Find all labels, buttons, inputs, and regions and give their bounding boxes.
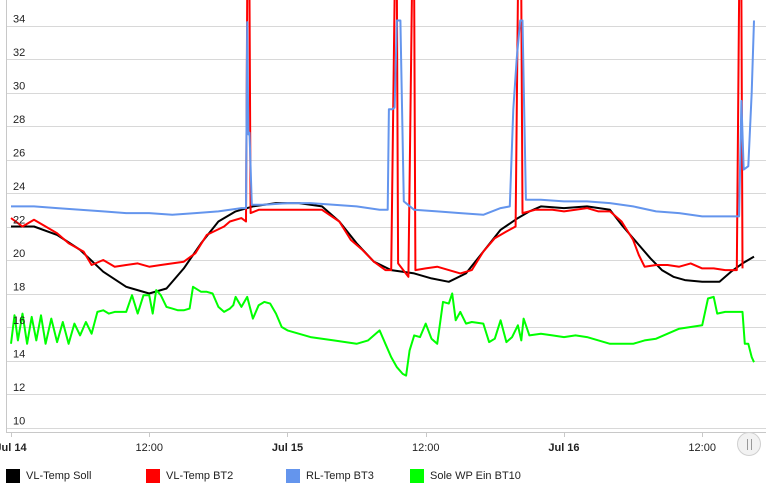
y-tick-label: 12 [13, 382, 25, 394]
series-lines [10, 0, 755, 377]
legend-swatch [286, 469, 300, 483]
legend-item-sole-wp-ein-bt10[interactable]: Sole WP Ein BT10 [410, 468, 521, 484]
x-tick-label: Jul 15 [272, 442, 303, 454]
y-tick-label: 10 [13, 416, 25, 428]
legend-label: Sole WP Ein BT10 [430, 470, 521, 482]
y-tick-labels: 1012141618202224262830323436 [13, 14, 25, 428]
series-line-vl-temp-bt2 [10, 0, 744, 278]
y-tick-label: 20 [13, 248, 25, 260]
y-tick-label: 28 [13, 114, 25, 126]
series-line-sole-wp-ein-bt10 [10, 285, 755, 377]
x-tick-labels: Jul 14 12:00 Jul 15 12:00 Jul 16 12:00 [0, 432, 716, 454]
legend: VL-Temp Soll VL-Temp BT2 RL-Temp BT3 Sol… [0, 460, 766, 489]
series-line-vl-temp-soll [11, 202, 755, 295]
legend-item-vl-temp-bt2[interactable]: VL-Temp BT2 [146, 468, 233, 484]
legend-label: RL-Temp BT3 [306, 470, 374, 482]
x-tick-label: Jul 16 [548, 442, 579, 454]
x-tick-label: 12:00 [688, 442, 716, 454]
y-tick-label: 14 [13, 349, 25, 361]
y-tick-label: 16 [13, 315, 25, 327]
legend-item-vl-temp-soll[interactable]: VL-Temp Soll [6, 468, 91, 484]
axes [6, 0, 766, 433]
x-tick-label: 12:00 [135, 442, 163, 454]
legend-label: VL-Temp Soll [26, 470, 92, 482]
y-tick-label: 24 [13, 181, 25, 193]
legend-swatch [146, 469, 160, 483]
y-tick-label: 30 [13, 81, 25, 93]
y-tick-label: 26 [13, 148, 25, 160]
grid-lines [6, 26, 766, 429]
y-tick-label: 34 [13, 14, 25, 26]
y-tick-label: 22 [13, 215, 25, 227]
x-tick-label: Jul 14 [0, 442, 27, 454]
y-tick-label: 32 [13, 47, 25, 59]
legend-swatch [410, 469, 424, 483]
line-chart: 1012141618202224262830323436 Jul 1412:00… [0, 0, 766, 454]
y-tick-label: 18 [13, 282, 25, 294]
legend-label: VL-Temp BT2 [166, 470, 234, 482]
legend-item-rl-temp-bt3[interactable]: RL-Temp BT3 [286, 468, 374, 484]
x-tick-label: 12:00 [412, 442, 440, 454]
series-line-rl-temp-bt3 [11, 19, 755, 218]
legend-swatch [6, 469, 20, 483]
range-scroll-handle[interactable] [737, 432, 761, 456]
